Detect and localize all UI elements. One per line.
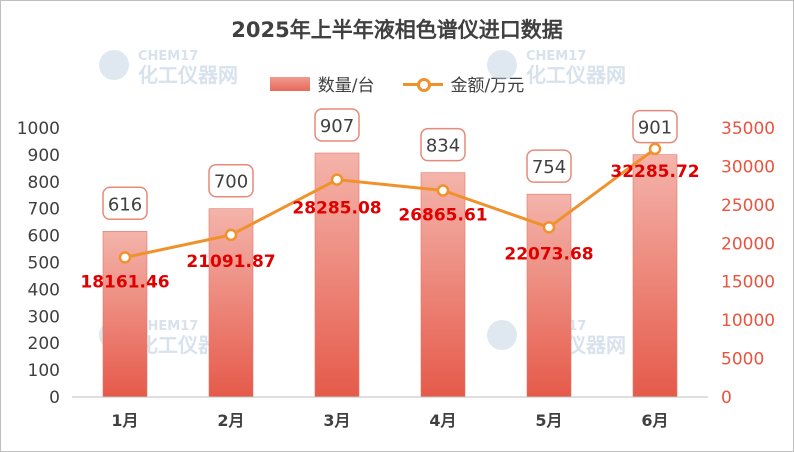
legend-bar-swatch [269,76,310,91]
line-point-amount [224,228,238,242]
axes: 0100200300400500600700800900100005000100… [17,119,775,430]
legend-label-amount: 金额/万元 [450,76,525,96]
watermark-logo-icon [99,50,129,80]
y-right-tick-label: 5000 [721,350,764,370]
y-left-tick-label: 0 [49,388,60,408]
line-point-amount [436,184,450,197]
legend-label-quantity: 数量/台 [317,76,375,96]
y-right-tick-label: 15000 [721,273,775,293]
bar-label-box [208,163,254,198]
y-left-tick-label: 200 [28,334,60,354]
line-point-amount [542,221,556,234]
bar-quantity [632,154,678,398]
y-right-tick-label: 0 [721,388,732,408]
y-left-tick-label: 400 [28,280,60,300]
bar-data-label: 754 [532,157,566,178]
y-left-tick-label: 600 [28,227,60,247]
y-left-tick-label: 700 [28,200,60,220]
bar-data-label: 700 [214,172,248,193]
bar-label-box [102,186,148,221]
y-left-tick-label: 800 [28,173,60,193]
line-data-label: 21091.87 [186,252,275,272]
bar-data-label: 834 [426,136,460,157]
watermark-brand: CHEM17 [526,49,586,64]
chart-title: 2025年上半年液相色谱仪进口数据 [231,18,563,42]
line-point-amount [118,251,132,264]
bar-quantity [420,172,466,398]
bar-label-box [420,127,466,162]
y-right-tick-label: 10000 [721,311,775,331]
watermark-name: 化工仪器网 [526,63,626,87]
watermark-logo-icon [487,320,517,350]
legend-item-quantity: 数量/台 [269,71,375,96]
x-tick-label: 3月 [323,411,350,430]
bar-label-box [632,109,678,144]
bar-data-label: 907 [320,116,354,137]
line-series [118,142,662,264]
watermark-brand: CHEM17 [138,319,198,334]
bar-quantity [314,152,360,398]
x-tick-label: 1月 [111,411,138,430]
legend-item-amount: 金额/万元 [402,71,525,96]
bar-data-label: 616 [108,194,142,215]
y-left-tick-label: 900 [28,146,60,166]
bar-data-label: 901 [638,118,672,139]
line-data-label: 22073.68 [504,244,593,264]
x-tick-label: 2月 [217,411,244,430]
y-left-tick-label: 100 [28,361,60,381]
line-data-label: 28285.08 [292,199,381,219]
y-left-tick-label: 500 [28,254,60,274]
data-labels: 616 700 907 834 754 901 18161.46 21091.87 28285.… [80,108,700,292]
y-right-tick-label: 30000 [721,157,775,177]
y-right-tick-label: 35000 [721,119,775,139]
legend-line-swatch [402,77,443,92]
y-right-tick-label: 25000 [721,196,775,216]
watermark-name: 化工仪器网 [138,63,238,87]
watermark-logo-icon [487,50,517,80]
x-tick-label: 4月 [429,411,456,430]
line-data-label: 32285.72 [610,162,699,182]
bar-label-box [314,108,360,142]
line-data-label: 26865.61 [398,206,487,226]
y-right-tick-label: 20000 [721,234,775,254]
y-left-tick-label: 300 [28,307,60,327]
y-left-tick-label: 1000 [17,119,60,139]
x-tick-label: 5月 [535,411,562,430]
watermark-brand: CHEM17 [138,49,198,64]
bar-label-box [526,149,572,183]
line-point-amount [648,142,662,156]
x-tick-label: 6月 [641,411,668,430]
line-point-amount [330,173,344,186]
bar-series [102,152,678,398]
line-amount [124,147,656,259]
line-data-label: 18161.46 [80,272,169,292]
legend: 数量/台 金额/万元 [0,71,794,96]
